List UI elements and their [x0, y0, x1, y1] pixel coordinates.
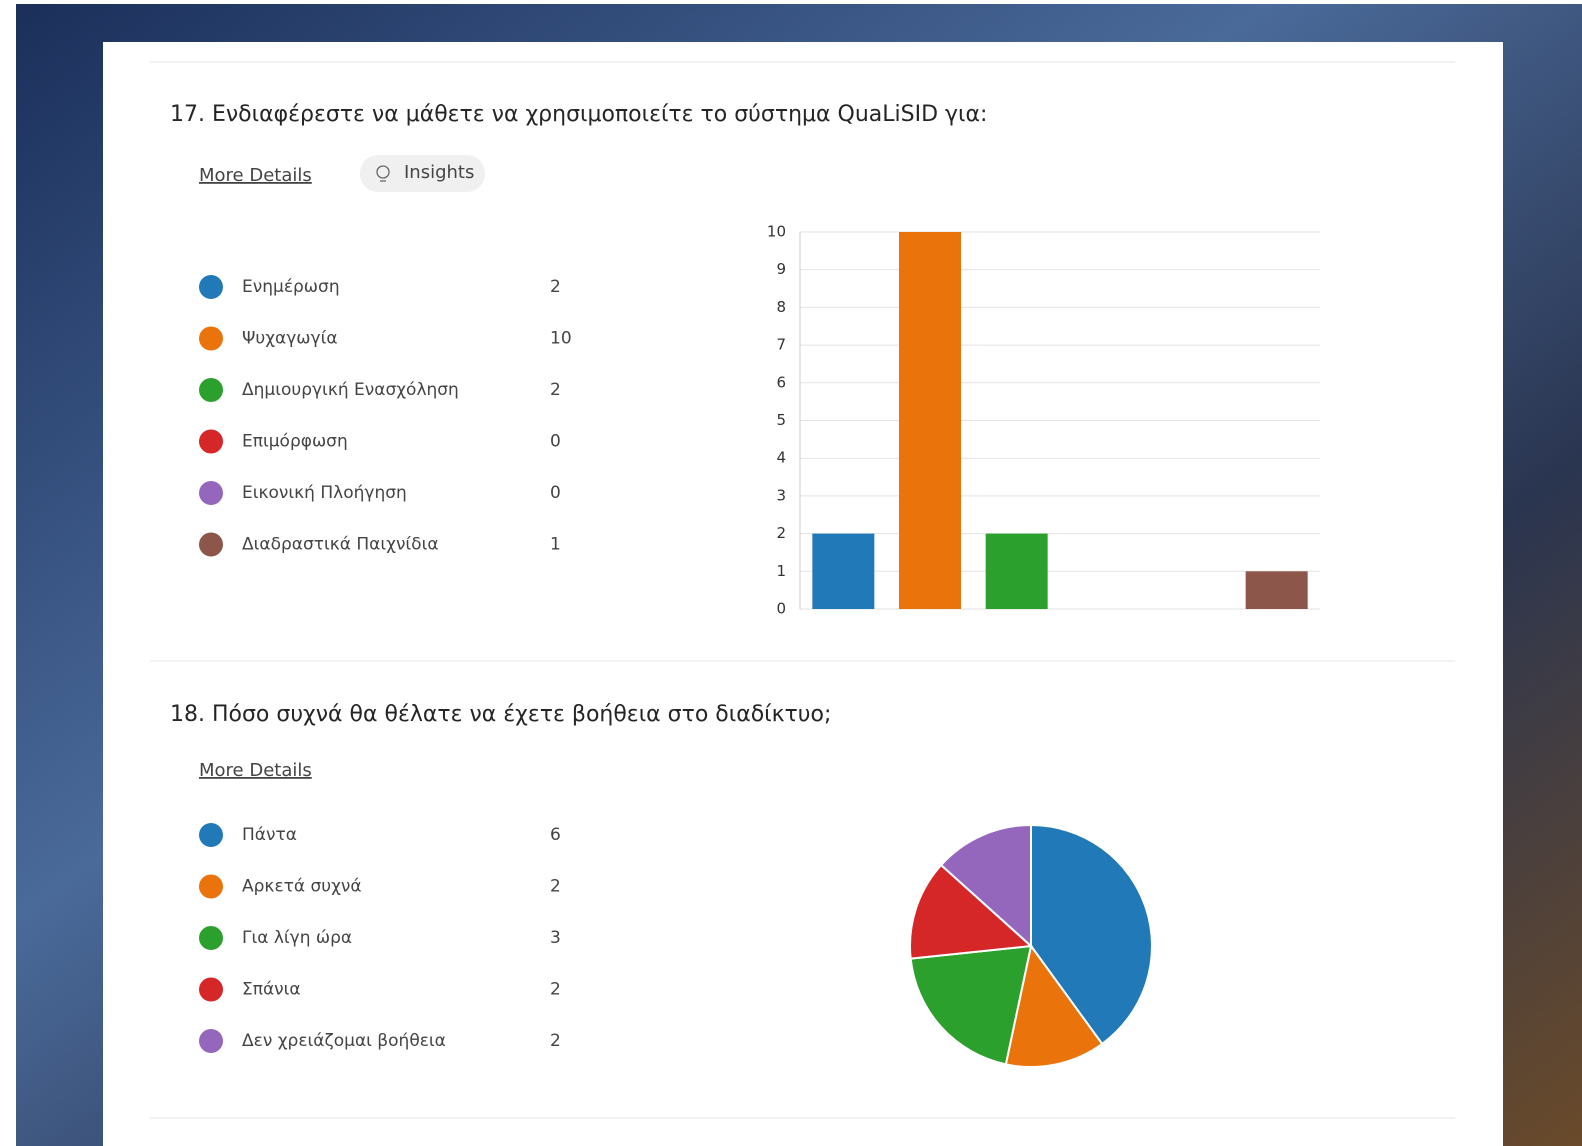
legend-count: 2	[550, 980, 561, 1000]
legend-count: 10	[550, 329, 572, 349]
legend-dot	[199, 429, 223, 454]
pie-slice	[1030, 823, 1153, 1046]
legend-label: Δημιουργική Ενασχόληση	[242, 380, 459, 400]
question-title: 18. Πόσο συχνά θα θέλατε να έχετε βοήθει…	[170, 702, 831, 727]
y-tick-label: 9	[776, 260, 786, 278]
pie-slice	[909, 944, 1033, 1066]
insights-button[interactable]	[360, 155, 485, 192]
pie-slice	[1004, 943, 1104, 1069]
legend-dot	[199, 532, 223, 557]
legend-dot	[199, 275, 223, 299]
insights-icon	[376, 165, 390, 179]
legend-dot	[199, 926, 223, 950]
legend-count: 0	[550, 483, 561, 503]
legend-count: 3	[550, 928, 561, 948]
pie-slice	[939, 823, 1032, 949]
legend-label: Διαδραστικά Παιχνίδια	[242, 535, 439, 555]
y-tick-label: 6	[776, 373, 786, 391]
y-tick-label: 10	[767, 223, 786, 241]
legend-label: Ψυχαγωγία	[242, 329, 338, 349]
pie-slice	[909, 863, 1034, 960]
bar	[812, 533, 875, 609]
bar	[899, 232, 961, 609]
legend-label: Εικονική Πλοήγηση	[242, 483, 407, 503]
legend-count: 2	[550, 877, 561, 897]
y-tick-label: 4	[776, 449, 786, 467]
y-tick-label: 2	[776, 524, 786, 542]
legend-label: Δεν χρειάζομαι βοήθεια	[242, 1031, 446, 1051]
legend-label: Πάντα	[242, 825, 297, 845]
bar	[985, 533, 1048, 609]
y-tick-label: 5	[776, 411, 786, 429]
legend-dot	[199, 326, 223, 351]
y-tick-label: 7	[776, 336, 786, 354]
y-tick-label: 8	[776, 298, 786, 316]
legend-count: 2	[550, 1031, 561, 1051]
legend-dot	[199, 823, 223, 847]
legend-label: Αρκετά συχνά	[242, 877, 362, 897]
legend-label: Σπάνια	[242, 980, 301, 1000]
legend-count: 1	[550, 535, 561, 555]
bar	[1245, 571, 1308, 609]
y-tick-label: 3	[776, 486, 786, 504]
legend-label: Για λίγη ώρα	[242, 928, 352, 948]
legend-dot	[199, 378, 223, 402]
legend-dot	[199, 977, 223, 1002]
more-details-link[interactable]: More Details	[199, 165, 312, 186]
legend-label: Επιμόρφωση	[242, 432, 348, 452]
legend-label: Ενημέρωση	[242, 277, 340, 297]
legend-count: 2	[550, 380, 561, 400]
legend-count: 2	[550, 277, 561, 297]
legend-count: 0	[550, 432, 561, 452]
legend-count: 6	[550, 825, 561, 845]
legend-dot	[199, 874, 223, 899]
more-details-link[interactable]: More Details	[199, 760, 312, 781]
legend-dot	[199, 1029, 223, 1053]
question-title: 17. Ενδιαφέρεστε να μάθετε να χρησιμοποι…	[170, 102, 987, 127]
y-tick-label: 0	[776, 600, 786, 618]
insights-label: Insights	[404, 162, 474, 183]
legend-dot	[199, 481, 223, 505]
y-tick-label: 1	[776, 562, 786, 580]
